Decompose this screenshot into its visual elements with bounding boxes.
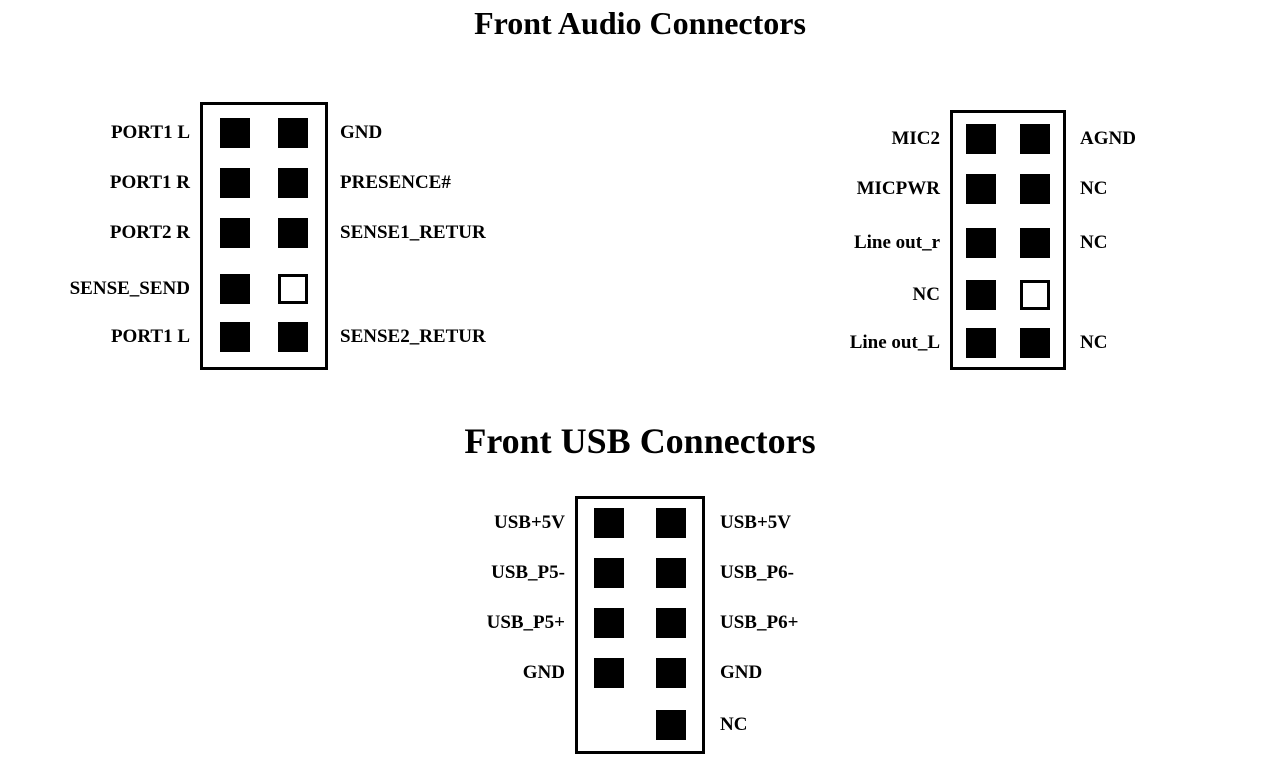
usb-label: USB_P6+ <box>720 612 900 634</box>
usb-label: USB_P5+ <box>410 612 565 634</box>
page-root: Front Audio Connectors Front USB Connect… <box>0 0 1280 768</box>
audio-left-pin <box>220 168 250 198</box>
audio-right-label: Line out_r <box>790 232 940 254</box>
audio-left-label: PORT1 L <box>40 122 190 144</box>
audio-left-label: PORT2 R <box>40 222 190 244</box>
audio-right-label: NC <box>1080 232 1230 254</box>
audio-left-label: SENSE2_RETUR <box>340 326 560 348</box>
audio-left-label: SENSE1_RETUR <box>340 222 560 244</box>
audio-right-pin <box>1020 228 1050 258</box>
usb-pin <box>656 658 686 688</box>
usb-label: USB+5V <box>410 512 565 534</box>
audio-right-label: NC <box>1080 178 1230 200</box>
audio-left-label: PORT1 L <box>40 326 190 348</box>
audio-right-pin <box>966 228 996 258</box>
usb-pin <box>656 558 686 588</box>
usb-pin <box>594 508 624 538</box>
audio-right-label: MICPWR <box>790 178 940 200</box>
usb-pin <box>594 608 624 638</box>
audio-left-pin <box>220 218 250 248</box>
usb-pin <box>656 508 686 538</box>
audio-left-pin <box>220 274 250 304</box>
usb-label: USB_P6- <box>720 562 900 584</box>
audio-left-pin <box>278 218 308 248</box>
audio-left-label: PRESENCE# <box>340 172 560 194</box>
audio-right-label: AGND <box>1080 128 1230 150</box>
audio-right-label: NC <box>1080 332 1230 354</box>
audio-right-pin <box>966 280 996 310</box>
audio-right-pin <box>1020 280 1050 310</box>
audio-left-pin <box>220 118 250 148</box>
usb-pin <box>594 658 624 688</box>
usb-label: GND <box>720 662 900 684</box>
usb-label: GND <box>410 662 565 684</box>
audio-right-label: Line out_L <box>790 332 940 354</box>
audio-left-pin <box>220 322 250 352</box>
audio-right-label: NC <box>790 284 940 306</box>
audio-left-pin <box>278 274 308 304</box>
audio-right-pin <box>966 174 996 204</box>
audio-left-label: SENSE_SEND <box>40 278 190 300</box>
usb-pin <box>594 558 624 588</box>
title-front-audio: Front Audio Connectors <box>0 5 1280 42</box>
usb-label: NC <box>720 714 900 736</box>
usb-pin <box>594 710 624 740</box>
audio-left-pin <box>278 118 308 148</box>
audio-right-pin <box>966 124 996 154</box>
usb-label: USB_P5- <box>410 562 565 584</box>
audio-left-pin <box>278 322 308 352</box>
audio-left-label: PORT1 R <box>40 172 190 194</box>
audio-left-label: GND <box>340 122 560 144</box>
audio-right-pin <box>966 328 996 358</box>
audio-right-pin <box>1020 174 1050 204</box>
usb-label: USB+5V <box>720 512 900 534</box>
usb-pin <box>656 608 686 638</box>
title-front-usb: Front USB Connectors <box>0 420 1280 462</box>
usb-pin <box>656 710 686 740</box>
audio-right-pin <box>1020 124 1050 154</box>
audio-right-label: MIC2 <box>790 128 940 150</box>
audio-right-pin <box>1020 328 1050 358</box>
audio-left-pin <box>278 168 308 198</box>
